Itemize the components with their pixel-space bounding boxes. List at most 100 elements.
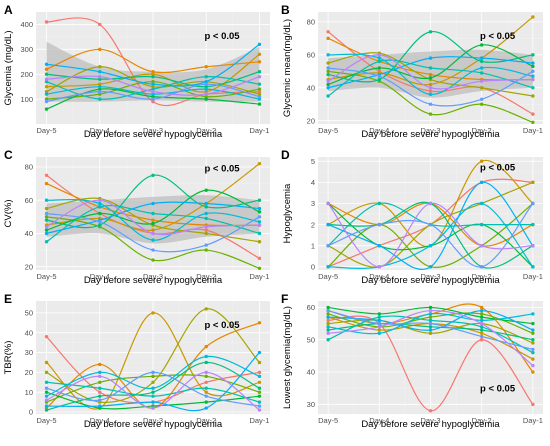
y-tick-label: 20 (25, 262, 33, 271)
panel-letter: E (4, 292, 12, 306)
panel-d: Day-5 Day-4 Day-3 Day-2 Day-1 0 1 2 3 4 5 p < 0.05 D… (281, 148, 543, 286)
panel-letter: C (4, 148, 13, 162)
data-point (257, 42, 262, 47)
data-point (531, 338, 535, 342)
data-point (257, 215, 262, 219)
y-tick-label: 10 (25, 388, 33, 397)
x-axis-title: Day before severe hypoglycemia (84, 275, 223, 286)
data-point (531, 74, 535, 78)
data-point (151, 231, 155, 236)
panel-letter: F (281, 292, 288, 306)
data-point (98, 370, 102, 375)
data-point (44, 72, 49, 76)
y-tick-label: 80 (25, 163, 33, 172)
x-tick-label: Day-5 (318, 416, 338, 425)
data-point (98, 374, 102, 379)
y-tick-label: 4 (311, 178, 315, 187)
data-point (428, 409, 433, 413)
data-point (257, 223, 262, 227)
data-point (98, 89, 102, 94)
x-axis-title: Day before severe hypoglycemia (361, 275, 500, 286)
x-axis-title: Day before severe hypoglycemia (84, 419, 223, 430)
data-point (377, 244, 382, 248)
data-point (151, 82, 155, 86)
y-tick-label: 60 (25, 196, 33, 205)
data-point (479, 43, 484, 47)
data-point (204, 89, 208, 94)
data-point (151, 99, 155, 104)
data-point (531, 86, 535, 90)
data-point (531, 69, 535, 73)
data-point (44, 84, 49, 89)
data-point (257, 92, 262, 96)
data-point (44, 107, 49, 111)
data-point (326, 338, 330, 342)
data-point (326, 36, 330, 41)
x-tick-label: Day-5 (318, 126, 338, 135)
data-point (479, 265, 484, 269)
y-tick-label: 60 (307, 303, 315, 312)
data-point (257, 256, 262, 261)
plot-area (44, 307, 262, 412)
plot-area (44, 161, 262, 270)
data-point (479, 315, 484, 319)
data-point (44, 215, 49, 219)
data-point (257, 161, 262, 166)
data-point (257, 198, 262, 202)
data-point (44, 89, 49, 94)
data-point (257, 394, 262, 398)
x-tick-label: Day-1 (523, 416, 543, 425)
data-point (257, 370, 262, 375)
data-point (257, 404, 262, 408)
data-point (428, 222, 433, 227)
plot-area (326, 303, 535, 413)
data-point (531, 347, 535, 352)
data-point (204, 360, 208, 365)
data-point (204, 84, 208, 89)
data-point (151, 84, 155, 89)
y-axis-title: TBR(%) (3, 341, 14, 375)
data-point (204, 370, 208, 375)
data-point (44, 231, 49, 236)
x-tick-label: Day-3 (143, 126, 163, 135)
data-point (531, 370, 535, 374)
x-tick-label: Day-3 (420, 416, 440, 425)
data-point (44, 394, 49, 398)
data-point (44, 404, 49, 408)
data-point (326, 244, 330, 248)
data-point (204, 248, 208, 252)
data-point (151, 386, 155, 390)
data-point (531, 201, 535, 206)
data-point (428, 312, 433, 316)
data-point (326, 318, 330, 323)
data-point (98, 84, 102, 89)
data-point (98, 70, 102, 74)
data-point (98, 205, 102, 209)
data-point (257, 75, 262, 79)
data-point (151, 218, 155, 222)
data-point (44, 173, 49, 177)
data-point (479, 334, 484, 339)
data-point (326, 69, 330, 73)
data-point (98, 87, 102, 91)
data-point (531, 363, 535, 368)
data-point (428, 92, 433, 97)
data-point (326, 94, 330, 98)
data-point (531, 180, 535, 185)
data-point (204, 400, 208, 404)
data-point (428, 66, 433, 70)
data-point (531, 402, 535, 407)
data-point (204, 92, 208, 96)
data-point (531, 15, 535, 19)
data-point (204, 228, 208, 232)
data-point (479, 325, 484, 329)
data-point (479, 59, 484, 64)
data-point (44, 92, 49, 96)
plot-area (326, 15, 535, 124)
data-point (151, 72, 155, 76)
data-point (377, 328, 382, 332)
y-tick-label: 400 (20, 20, 33, 29)
x-axis-title: Day before severe hypoglycemia (84, 129, 223, 140)
data-point (377, 201, 382, 206)
